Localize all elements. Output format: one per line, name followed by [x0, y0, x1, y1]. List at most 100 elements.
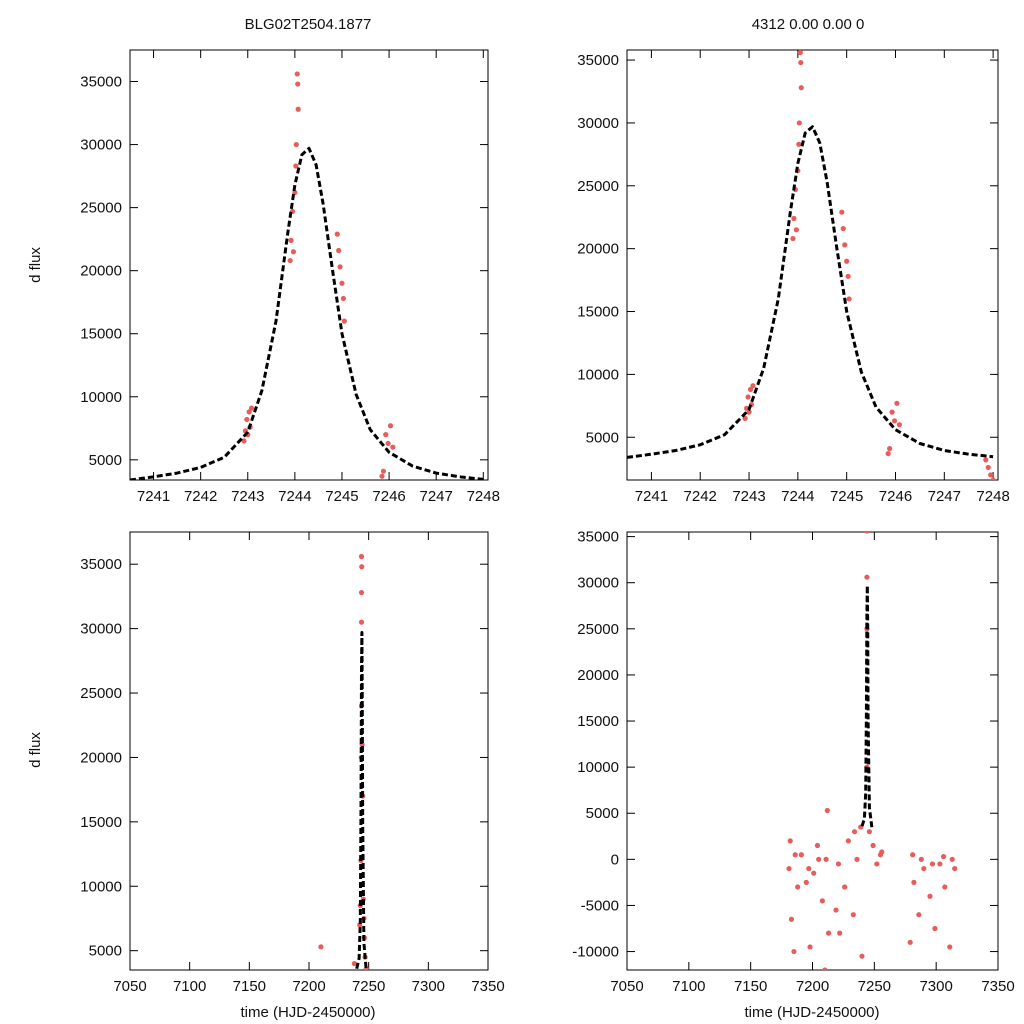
- data-point: [921, 865, 927, 872]
- data-point: [942, 884, 948, 890]
- data-point: [750, 383, 756, 389]
- data-point: [947, 944, 953, 950]
- data-point: [339, 280, 345, 286]
- data-point: [288, 237, 294, 244]
- data-point: [839, 209, 845, 215]
- x-tick-label: 7242: [184, 488, 217, 505]
- data-point: [743, 405, 750, 411]
- y-tick-label: 5000: [89, 452, 122, 469]
- plot-frame: [129, 49, 489, 481]
- data-point: [840, 225, 846, 232]
- data-point: [816, 856, 822, 862]
- data-point: [885, 450, 891, 457]
- y-tick-label: 5000: [89, 943, 122, 960]
- data-point: [833, 907, 839, 913]
- x-tick-label: 7150: [734, 978, 767, 995]
- y-tick-label: 30000: [80, 621, 122, 638]
- data-point: [842, 884, 848, 890]
- x-tick-label: 7246: [372, 488, 405, 505]
- data-point: [845, 838, 851, 844]
- y-tick-label: 15000: [577, 713, 619, 730]
- data-point: [797, 50, 803, 56]
- data-point: [819, 898, 825, 904]
- data-point: [940, 853, 947, 860]
- y-tick-label: 15000: [80, 326, 122, 343]
- x-tick-label: 7350: [471, 978, 504, 995]
- data-point: [792, 852, 798, 858]
- data-point: [929, 861, 936, 867]
- data-point: [918, 856, 924, 862]
- data-point: [334, 231, 340, 237]
- x-tick-label: 7241: [635, 488, 668, 505]
- data-point: [988, 472, 994, 478]
- model-curve: [627, 125, 994, 459]
- plot-frame: [129, 531, 489, 971]
- data-point: [379, 473, 385, 479]
- x-tick-label: 7245: [325, 488, 358, 505]
- data-point: [879, 849, 885, 855]
- data-point: [798, 59, 804, 66]
- data-point: [337, 264, 343, 270]
- data-point: [844, 258, 850, 264]
- data-point: [910, 852, 916, 858]
- data-point: [822, 967, 828, 970]
- data-point: [864, 574, 870, 580]
- data-point: [796, 120, 802, 126]
- data-point: [864, 532, 870, 534]
- data-point: [244, 416, 250, 423]
- data-point: [889, 409, 895, 415]
- data-point: [795, 884, 801, 890]
- data-point: [336, 247, 342, 254]
- data-point: [294, 71, 300, 77]
- plot-area: [130, 71, 484, 480]
- y-tick-label: 35000: [80, 74, 122, 91]
- data-point: [850, 912, 856, 918]
- y-tick-label: 35000: [80, 556, 122, 573]
- data-point: [791, 215, 797, 222]
- x-tick-label: 7150: [233, 978, 266, 995]
- x-tick-label: 7050: [610, 978, 643, 995]
- data-point: [295, 81, 301, 87]
- y-tick-label: 30000: [577, 575, 619, 592]
- x-tick-label: 7241: [137, 488, 170, 505]
- data-point: [990, 477, 996, 480]
- data-point: [791, 948, 797, 955]
- panels: 7241 7242 7243 7244 7245 7246 7247 7248 5000 1000…: [80, 49, 1015, 995]
- data-point: [796, 141, 802, 147]
- data-point: [747, 386, 754, 393]
- y-tick-label: 20000: [80, 749, 122, 766]
- data-point: [803, 879, 809, 886]
- x-tick-label: 7100: [672, 978, 705, 995]
- plot-frame: [626, 531, 999, 971]
- data-point: [916, 912, 922, 918]
- data-point: [870, 842, 876, 849]
- panel-top-right: 7241 7242 7243 7244 7245 7246 7247 7248 5000 1000…: [577, 49, 1010, 505]
- data-point: [786, 865, 792, 872]
- data-point: [866, 829, 872, 835]
- x-tick-label: 7242: [684, 488, 717, 505]
- data-point: [358, 589, 365, 596]
- x-tick-label: 7245: [830, 488, 863, 505]
- data-point: [874, 861, 880, 867]
- data-point: [358, 619, 365, 625]
- y-tick-label: 20000: [577, 241, 619, 258]
- title-left: BLG02T2504.1877: [245, 16, 372, 33]
- data-point: [937, 861, 943, 867]
- data-point: [807, 944, 813, 950]
- data-point: [842, 242, 848, 248]
- data-point: [825, 930, 832, 936]
- panel-top-left: 7241 7242 7243 7244 7245 7246 7247 7248 5000 1000…: [80, 49, 500, 505]
- x-tick-label: 7244: [781, 488, 814, 505]
- data-point: [932, 925, 938, 932]
- y-tick-label: 10000: [577, 366, 619, 383]
- y-tick-label: 30000: [80, 137, 122, 154]
- x-tick-label: 7250: [352, 978, 385, 995]
- plot-frame: [626, 49, 999, 481]
- data-point: [851, 829, 858, 835]
- y-tick-label: 30000: [577, 115, 619, 132]
- x-tick-label: 7300: [919, 978, 952, 995]
- data-point: [341, 318, 347, 324]
- data-point: [295, 106, 301, 112]
- xlabel-right: time (HJD-2450000): [744, 1004, 879, 1021]
